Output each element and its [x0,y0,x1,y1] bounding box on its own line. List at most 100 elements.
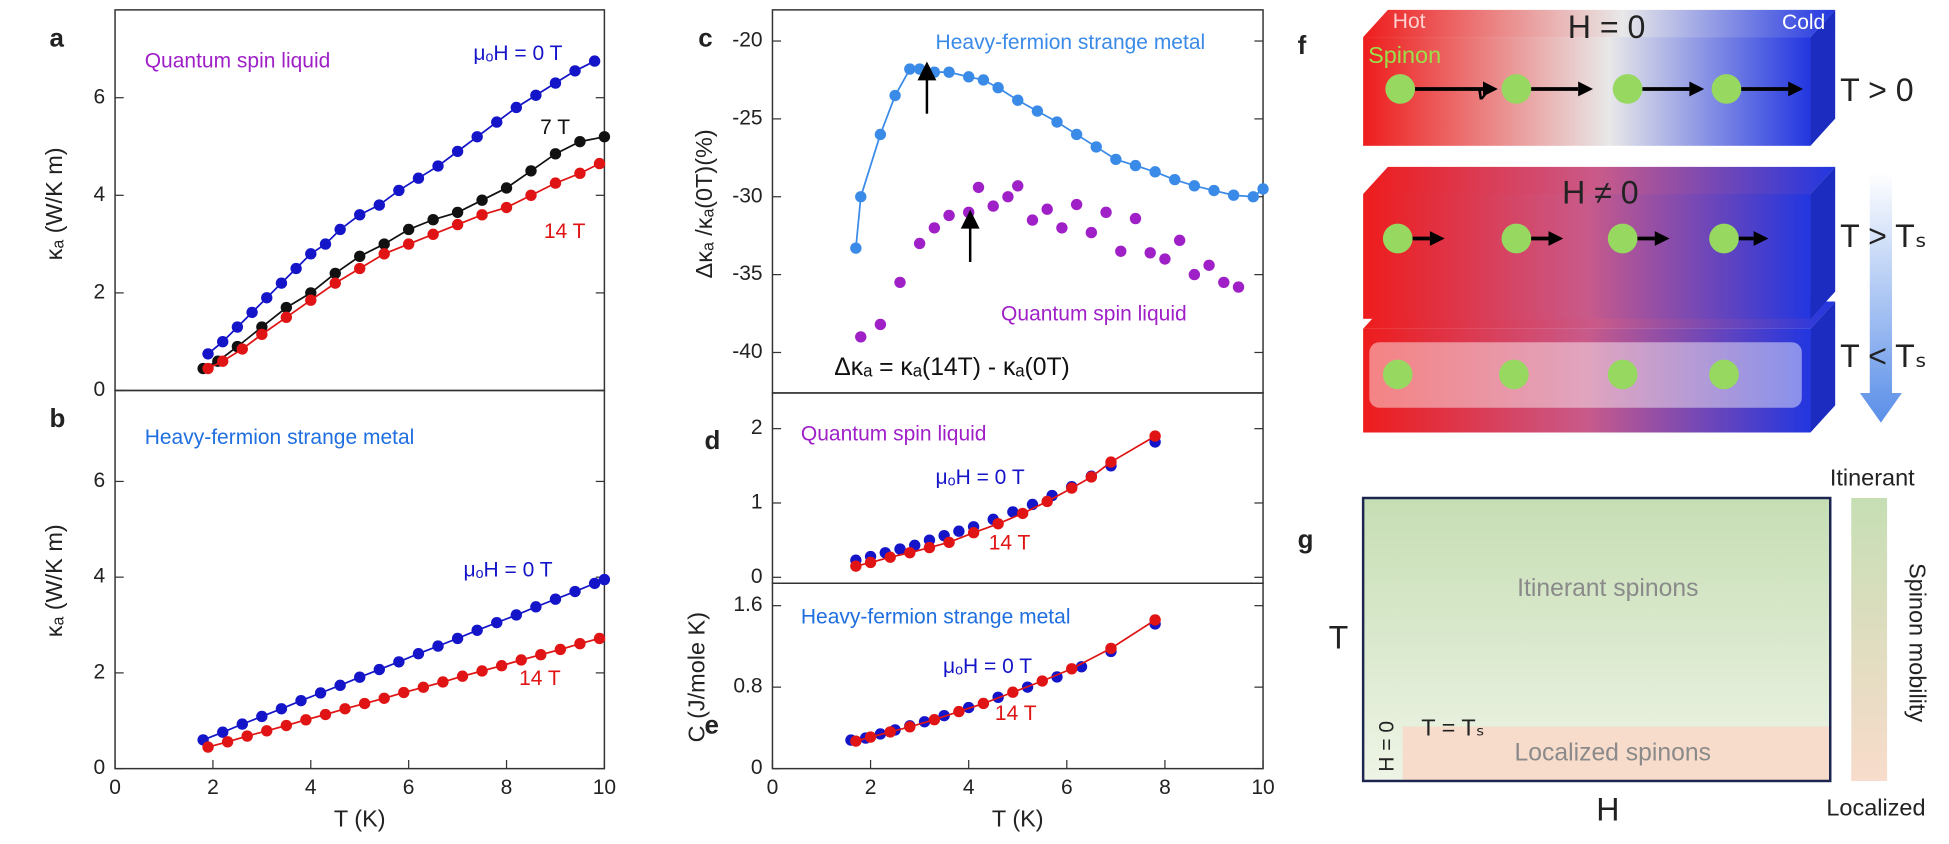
data-point [491,616,503,629]
data-point [1144,247,1156,259]
data-point [476,194,488,206]
spinons [1382,74,1742,390]
peak-arrow [917,61,937,114]
spinon-label: Spinon [1368,42,1441,68]
data-point [432,640,444,652]
data-point [574,135,586,148]
data-point [456,670,469,682]
y-tick-label: 6 [93,469,105,492]
velocity-arrows [1412,87,1789,241]
data-point [373,663,385,676]
data-point [510,101,523,114]
data-point [874,128,887,141]
data-point [1149,166,1161,178]
data-point [855,191,867,203]
y-tick-label: 1.6 [733,593,762,616]
data-point [393,184,405,197]
peak-arrow [960,209,980,262]
data-point [339,703,351,715]
data-point [1002,191,1014,203]
annotation: Δκₐ = κₐ(14T) - κₐ(0T) [834,354,1070,381]
data-point [217,355,229,367]
data-point [295,694,307,707]
data-point [378,248,390,260]
y-tick-label: 0 [93,756,105,779]
data-point [1090,141,1102,153]
data-point [256,710,268,723]
data-point [963,71,975,83]
arrow-heads [1429,81,1804,246]
data-point [928,714,941,726]
data-point [1149,430,1161,442]
mobility-bar [1851,497,1888,781]
y-tick-label: -25 [732,106,762,129]
data-point [256,328,268,341]
data-point [1100,206,1112,219]
y-tick-label: 0 [751,565,763,588]
data-point [217,336,229,348]
data-point [535,649,547,661]
data-point [305,294,317,306]
y-tick-label: -40 [732,340,762,363]
data-point [417,681,430,693]
data-point [290,262,302,275]
data-point [358,697,371,710]
series-label: 7 T [540,116,570,139]
y-tick-label: 4 [93,183,105,206]
data-point [1007,506,1019,518]
data-point [471,624,483,636]
data-point [236,343,248,355]
data-point [904,721,916,733]
x-axis-label: T (K) [992,806,1044,832]
y-axis-label: κₐ (W/K m) [41,147,67,260]
data-point [305,248,317,260]
velocity-label: ν [1477,81,1489,104]
data-point [1051,116,1063,128]
data-point [280,301,293,314]
data-point [1115,245,1127,257]
annotation: Quantum spin liquid [145,49,331,72]
region-label: Localized spinons [1515,739,1711,766]
data-point [354,262,366,275]
series-label: μₒH = 0 T [943,655,1032,678]
data-point [334,223,346,236]
data-point [943,209,955,222]
panel-letter: d [704,427,720,455]
x-tick-label: 4 [963,776,975,799]
plot-frame [771,582,1264,770]
data-point [525,189,537,201]
data-point [574,638,586,650]
data-point [1105,456,1117,468]
mobility-label: Spinon mobility [1904,563,1930,722]
data-point [1066,663,1078,675]
data-point [1257,183,1269,195]
data-point [476,209,488,221]
data-point [398,686,410,699]
x-tick-label: 8 [1159,776,1171,799]
hot-label: Hot [1393,10,1426,33]
data-point [1026,214,1039,226]
data-point [850,735,862,747]
y-tick-label: 2 [93,660,105,683]
data-point [300,714,312,726]
data-point [319,708,332,721]
data-point [894,276,906,289]
data-point [246,306,258,319]
panel-f: f Hot Cold H = 0 Spinon ν T > 0 H ≠ 0 T … [1298,9,1927,433]
data-point [231,321,244,333]
temperature-label: T > Tₛ [1840,218,1927,254]
y-axis-label: C (J/mole K) [684,612,710,742]
y-axis-label: κₐ (W/K m) [41,524,67,637]
data-point [889,89,901,102]
data-point [1227,189,1240,201]
series-label: 14 T [519,667,561,690]
data-point [943,66,955,78]
data-point [864,556,877,569]
series-label: Heavy-fermion strange metal [936,31,1206,54]
cold-label: Cold [1782,11,1825,34]
data-point [1159,253,1171,265]
x-tick-label: 4 [305,776,317,799]
data-point [451,218,464,231]
slab-top [1363,166,1836,195]
